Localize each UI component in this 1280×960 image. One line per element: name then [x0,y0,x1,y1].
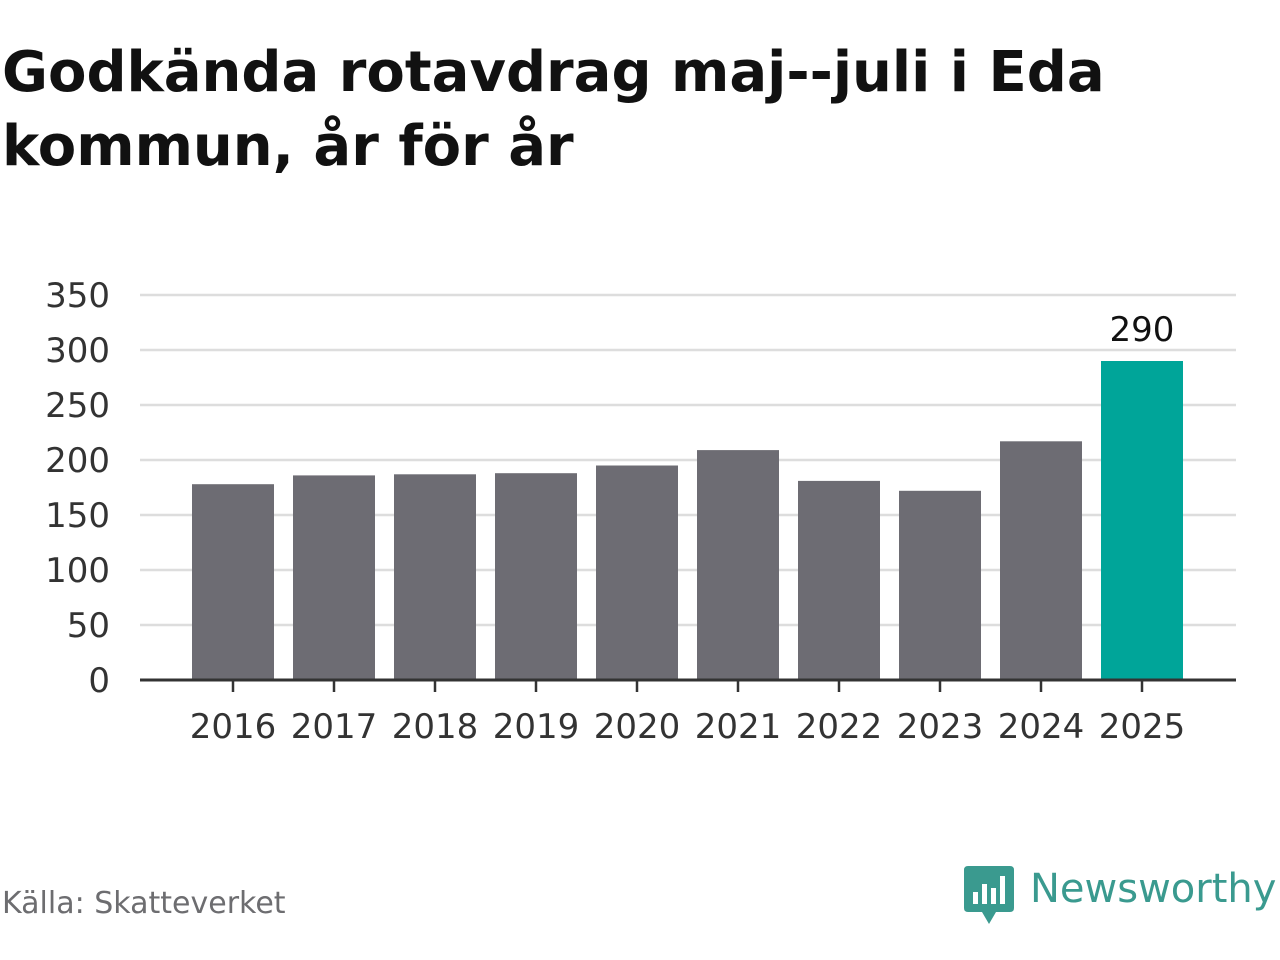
y-axis-tick-labels: 0 50 100 150 200 250 300 350 [45,276,110,701]
bar-2018 [394,474,476,680]
newsworthy-logo-icon [964,866,1014,924]
bar-2022 [798,480,880,680]
x-tick-label: 2022 [796,707,883,747]
brand-name: Newsworthy [1030,866,1277,912]
data-label: 290 [1110,310,1175,350]
x-tick-label: 2020 [594,707,681,747]
y-tick-label: 0 [88,661,110,701]
y-tick-label: 350 [45,276,110,316]
x-tick-label: 2021 [695,707,782,747]
bars [192,361,1183,680]
bar-2016 [192,484,274,680]
y-tick-label: 50 [67,606,110,646]
x-tick-label: 2024 [998,707,1085,747]
source-note: Källa: Skatteverket [2,886,286,921]
data-labels: 290 [1110,310,1175,350]
bar-2021 [697,450,779,680]
chart-title: Godkända rotavdrag maj--juli i Eda kommu… [2,40,1105,179]
bar-2023 [899,490,981,680]
x-tick-label: 2016 [190,707,277,747]
x-axis: 2016 2017 2018 2019 2020 2021 2022 2023 2024 2025 [140,678,1236,747]
x-tick-label: 2025 [1099,707,1186,747]
bar-2019 [495,473,577,680]
bar-2025 [1101,361,1183,680]
x-tick-label: 2023 [897,707,984,747]
y-tick-label: 250 [45,386,110,426]
brand-logo: Newsworthy [962,864,1276,928]
x-tick-label: 2019 [493,707,580,747]
bar-2017 [293,475,375,680]
bar-2024 [1000,441,1082,680]
y-tick-label: 300 [45,331,110,371]
x-tick-label: 2018 [392,707,479,747]
y-tick-label: 150 [45,496,110,536]
y-tick-label: 200 [45,441,110,481]
x-tick-label: 2017 [291,707,378,747]
bar-2020 [596,465,678,680]
y-tick-label: 100 [45,551,110,591]
